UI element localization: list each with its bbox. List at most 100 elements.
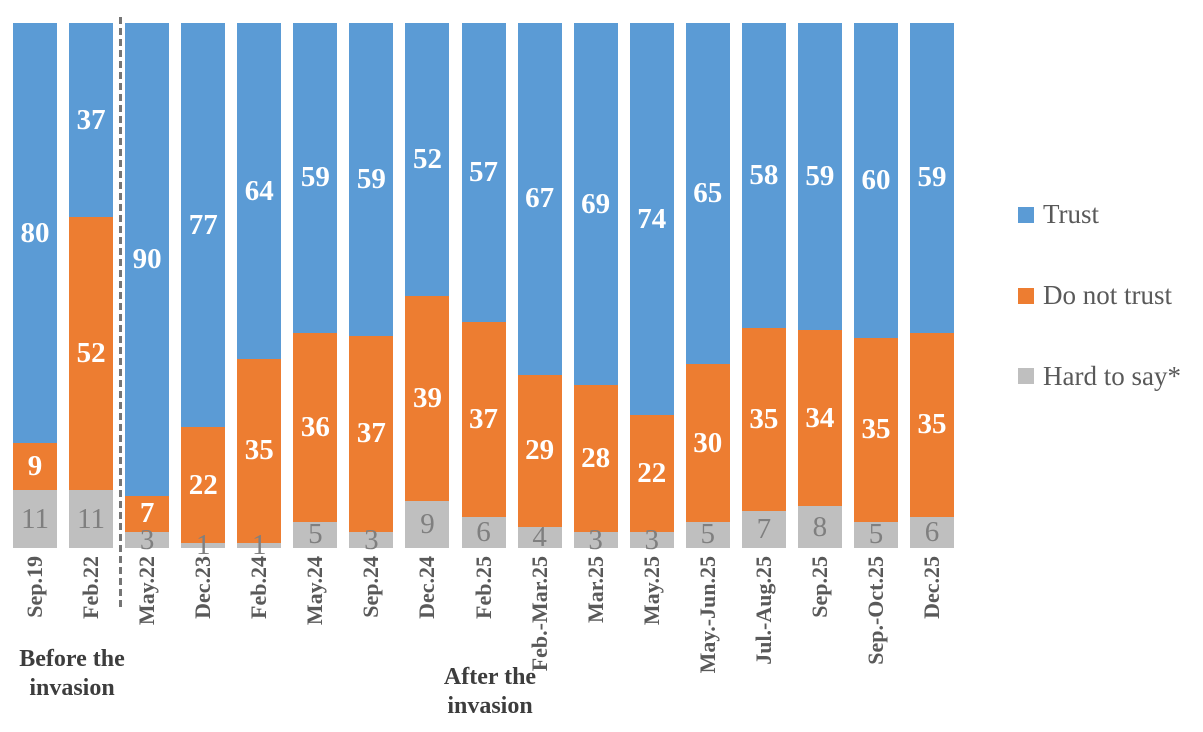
bar-value-label: 36 [300, 410, 330, 443]
bar-value-label: 35 [917, 408, 947, 441]
before-invasion-label: Before the invasion [19, 646, 125, 701]
x-axis-tick-label: Dec.25 [919, 556, 945, 619]
bar-value-label: 58 [749, 158, 779, 191]
stacked-bar: 37 52 11 [69, 23, 114, 548]
do-not-trust-swatch-icon [1018, 287, 1034, 304]
bar-segment-do-not-trust: 22 [629, 415, 674, 533]
x-axis-tick-label: Sep.24 [358, 556, 384, 618]
bar-segment-hard-to-say: 7 [741, 511, 786, 548]
bar-value-label: 28 [581, 442, 611, 475]
bar-segment-do-not-trust: 28 [573, 385, 618, 533]
bar-segment-trust: 59 [797, 23, 842, 330]
x-axis-tick-label: Feb.22 [78, 556, 104, 619]
x-axis-tick-cell: Mar.25 [568, 556, 624, 721]
bar-value-label: 35 [749, 402, 779, 435]
bar-slot: 90 7 3 [119, 23, 175, 554]
x-axis-tick-label: May.25 [638, 556, 664, 626]
bar-segment-trust: 37 [69, 23, 114, 218]
bar-slot: 37 52 11 [63, 23, 119, 548]
bar-value-label: 35 [244, 434, 274, 467]
x-axis-tick-cell: Feb.24 [231, 556, 287, 721]
legend-item-trust: Trust [1018, 198, 1181, 232]
bar-segment-trust: 59 [910, 23, 955, 333]
bar-segment-trust: 52 [405, 23, 450, 296]
bar-value-label: 4 [532, 521, 547, 553]
x-axis-tick-cell: Sep.-Oct.25 [848, 556, 904, 721]
bar-value-label: 74 [637, 202, 667, 235]
x-axis-tick-label: Feb.25 [470, 556, 496, 619]
bar-slot: 59 35 6 [904, 23, 960, 548]
stacked-bar: 90 7 3 [125, 23, 170, 554]
bar-segment-trust: 74 [629, 23, 674, 416]
bar-value-label: 65 [693, 177, 723, 210]
stacked-bar: 59 35 6 [910, 23, 955, 548]
bar-value-label: 22 [188, 468, 218, 501]
bar-value-label: 90 [132, 242, 162, 275]
legend: Trust Do not trust Hard to say* [1018, 198, 1181, 393]
bar-value-label: 39 [412, 381, 442, 414]
bar-segment-hard-to-say: 3 [629, 525, 674, 554]
bar-value-label: 8 [812, 510, 828, 543]
bar-segment-do-not-trust: 35 [853, 338, 898, 522]
bar-segment-hard-to-say: 11 [13, 490, 58, 548]
bar-value-label: 64 [244, 174, 274, 207]
bar-slot: 67 29 4 [512, 23, 568, 552]
bar-segment-do-not-trust: 52 [69, 217, 114, 491]
legend-label-trust: Trust [1043, 199, 1100, 229]
bar-segment-hard-to-say: 3 [573, 525, 618, 554]
bar-value-label: 29 [525, 434, 555, 467]
bar-segment-trust: 67 [517, 23, 562, 375]
x-axis-tick-label: Feb.-Mar.25 [526, 556, 552, 672]
bar-segment-trust: 59 [293, 23, 338, 333]
stacked-bar: 58 35 7 [741, 23, 786, 548]
bar-segment-trust: 59 [349, 23, 394, 336]
bar-value-label: 52 [412, 143, 442, 175]
bar-segment-trust: 58 [741, 23, 786, 328]
bar-segment-hard-to-say: 6 [910, 516, 955, 548]
bar-value-label: 59 [356, 162, 386, 195]
bar-slot: 59 34 8 [792, 23, 848, 548]
bar-segment-do-not-trust: 39 [405, 296, 450, 501]
bar-slot: 64 35 1 [231, 23, 287, 559]
bar-segment-do-not-trust: 36 [293, 332, 338, 522]
bar-value-label: 3 [364, 523, 379, 556]
bar-segment-hard-to-say: 1 [181, 530, 226, 559]
bar-segment-do-not-trust: 37 [349, 335, 394, 533]
bar-value-label: 35 [861, 413, 891, 446]
legend-label-do-not-trust: Do not trust [1043, 279, 1173, 310]
x-axis-tick-cell: May.24 [287, 556, 343, 721]
x-axis-tick-label: Mar.25 [582, 556, 608, 624]
bar-value-label: 1 [195, 528, 211, 561]
bar-slot: 77 22 1 [175, 23, 231, 559]
stacked-bar: 60 35 5 [853, 23, 898, 551]
bar-slot: 60 35 5 [848, 23, 904, 551]
x-axis-tick-cell: Sep.25 [792, 556, 848, 721]
bar-value-label: 5 [868, 518, 884, 551]
bar-value-label: 5 [700, 518, 716, 551]
stacked-bar: 57 37 6 [461, 23, 506, 548]
bar-segment-do-not-trust: 34 [797, 329, 842, 507]
bar-slot: 59 36 5 [287, 23, 343, 549]
stacked-bar: 67 29 4 [517, 23, 562, 552]
bar-segment-trust: 57 [461, 23, 506, 323]
bar-value-label: 59 [300, 161, 330, 194]
plot-area: 80 9 11 37 52 11 90 7 3 77 22 1 64 35 1 59 36 5 59 37 3 52 39 9… [7, 23, 960, 559]
x-axis-tick-label: Jul.-Aug.25 [750, 556, 776, 665]
bar-segment-do-not-trust: 7 [125, 495, 170, 533]
bar-segment-hard-to-say: 5 [293, 520, 338, 549]
bar-slot: 69 28 3 [568, 23, 624, 554]
invasion-divider-line [119, 17, 122, 611]
stacked-bar: 77 22 1 [181, 23, 226, 559]
bar-segment-hard-to-say: 3 [125, 525, 170, 554]
bar-segment-trust: 65 [685, 23, 730, 365]
x-axis-tick-cell: Dec.25 [904, 556, 960, 721]
bar-value-label: 3 [139, 523, 155, 556]
x-axis-tick-label: Feb.24 [246, 556, 272, 619]
x-axis-tick-label: May.-Jun.25 [694, 556, 720, 674]
bar-value-label: 11 [21, 502, 49, 535]
bar-value-label: 67 [525, 182, 555, 215]
bar-slot: 74 22 3 [624, 23, 680, 554]
bar-value-label: 9 [420, 507, 435, 540]
bar-value-label: 9 [27, 450, 43, 483]
stacked-bar: 65 30 5 [685, 23, 730, 551]
